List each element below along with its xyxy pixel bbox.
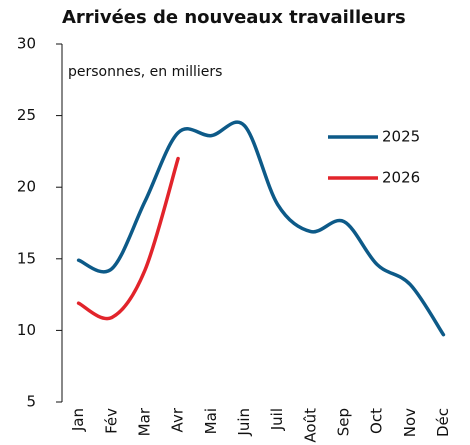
x-tick-label: Oct [368, 408, 386, 434]
x-tick-label: Avr [169, 407, 187, 432]
y-tick-label: 30 [17, 35, 36, 53]
x-tick-label: Jan [69, 408, 87, 432]
x-tick-label: Mar [135, 407, 153, 436]
y-tick-label: 5 [26, 393, 36, 411]
x-tick-label: Nov [401, 408, 419, 437]
legend-label: 2026 [382, 169, 420, 187]
y-tick-label: 20 [17, 178, 36, 196]
legend-label: 2025 [382, 128, 420, 146]
x-tick-label: Août [301, 408, 319, 443]
x-tick-label: Mai [202, 408, 220, 434]
line-series [76, 120, 446, 337]
y-tick-label: 10 [17, 321, 36, 339]
chart-title: Arrivées de nouveaux travailleurs [62, 7, 406, 28]
x-tick-label: Juil [268, 408, 286, 431]
x-tick-label: Fév [102, 408, 120, 434]
y-tick-label: 15 [17, 249, 36, 267]
x-tick-label: Juin [235, 408, 253, 437]
y-tick-label: 25 [17, 106, 36, 124]
chart-subtitle: personnes, en milliers [68, 64, 222, 80]
x-tick-label: Sep [334, 408, 352, 436]
line-series [76, 156, 180, 321]
x-tick-label: Déc [434, 408, 452, 437]
